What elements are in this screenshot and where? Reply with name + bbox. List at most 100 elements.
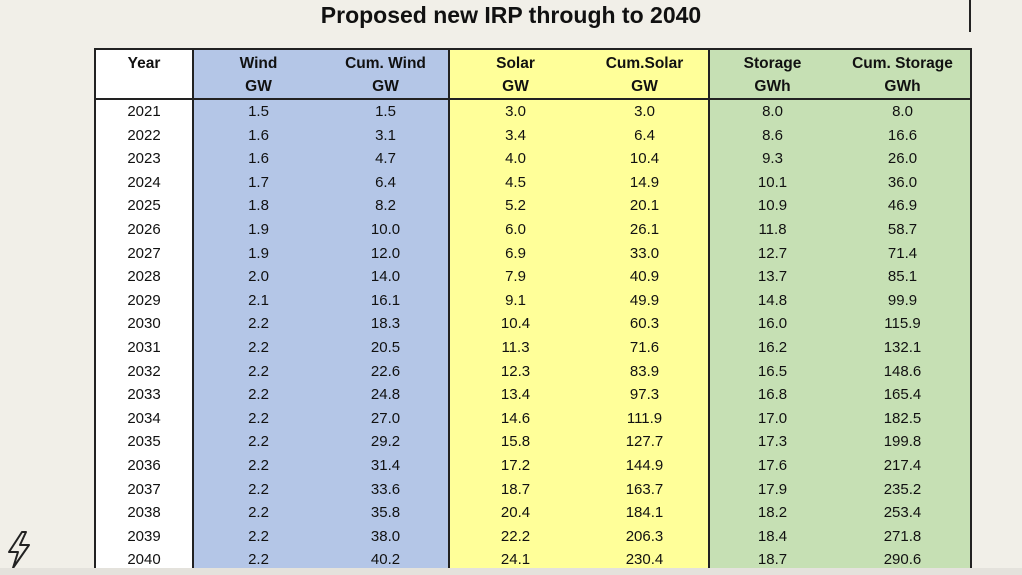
table-cell: 2.2: [192, 453, 323, 478]
column-unit: GWh: [835, 74, 970, 100]
table-cell: 2.2: [192, 524, 323, 549]
column-header: Year: [96, 50, 193, 74]
table-cell: 2024: [96, 170, 193, 195]
table-cell: 33.6: [323, 477, 449, 502]
table-cell: 17.2: [448, 453, 581, 478]
table-cell: 36.0: [835, 170, 970, 195]
table-row: 2027 1.9 12.0 6.9 33.0 12.7 71.4: [96, 241, 970, 266]
table-row: 2033 2.2 24.8 13.4 97.3 16.8 165.4: [96, 383, 970, 407]
table-cell: 10.4: [448, 312, 581, 336]
table-cell: 4.7: [323, 147, 449, 171]
column-header: Cum. Storage: [835, 50, 970, 74]
table-cell: 49.9: [581, 288, 709, 313]
bottom-strip: [0, 568, 1022, 575]
table-cell: 11.8: [708, 217, 835, 242]
table-cell: 2031: [96, 335, 193, 360]
table-cell: 16.8: [708, 383, 835, 407]
column-header: Wind: [192, 50, 323, 74]
table-row: 2038 2.2 35.8 20.4 184.1 18.2 253.4: [96, 501, 970, 525]
table-cell: 9.1: [448, 288, 581, 313]
table-row: 2023 1.6 4.7 4.0 10.4 9.3 26.0: [96, 147, 970, 171]
table-cell: 2.0: [192, 265, 323, 289]
column-unit: GW: [581, 74, 709, 100]
table-cell: 2027: [96, 241, 193, 266]
table-row: 2036 2.2 31.4 17.2 144.9 17.6 217.4: [96, 453, 970, 478]
table-row: 2031 2.2 20.5 11.3 71.6 16.2 132.1: [96, 335, 970, 360]
table-cell: 14.0: [323, 265, 449, 289]
table-cell: 2.2: [192, 359, 323, 384]
column-header: Storage: [708, 50, 835, 74]
table-cell: 17.0: [708, 406, 835, 431]
lightning-bolt-icon: [8, 531, 30, 569]
table-cell: 26.1: [581, 217, 709, 242]
table-cell: 2.2: [192, 477, 323, 502]
table-row: 2030 2.2 18.3 10.4 60.3 16.0 115.9: [96, 312, 970, 336]
table-cell: 71.4: [835, 241, 970, 266]
table-cell: 4.5: [448, 170, 581, 195]
table-cell: 26.0: [835, 147, 970, 171]
table-cell: 2.2: [192, 501, 323, 525]
table-cell: 184.1: [581, 501, 709, 525]
table-cell: 6.9: [448, 241, 581, 266]
table-row: 2035 2.2 29.2 15.8 127.7 17.3 199.8: [96, 430, 970, 454]
table-cell: 217.4: [835, 453, 970, 478]
table-cell: 5.2: [448, 194, 581, 218]
column-unit: GW: [192, 74, 323, 100]
table-cell: 2029: [96, 288, 193, 313]
table-cell: 235.2: [835, 477, 970, 502]
table-cell: 2022: [96, 123, 193, 148]
table-cell: 199.8: [835, 430, 970, 454]
table-cell: 2026: [96, 217, 193, 242]
table-cell: 2040: [96, 548, 193, 572]
table-cell: 20.1: [581, 194, 709, 218]
table-cell: 33.0: [581, 241, 709, 266]
table-cell: 3.1: [323, 123, 449, 148]
table-cell: 2.2: [192, 383, 323, 407]
table-cell: 9.3: [708, 147, 835, 171]
table-row: 2040 2.2 40.2 24.1 230.4 18.7 290.6: [96, 548, 970, 572]
corner-divider: [969, 0, 971, 32]
column-unit: GW: [323, 74, 449, 100]
table-cell: 2.2: [192, 406, 323, 431]
table-cell: 1.5: [192, 99, 323, 124]
table-cell: 29.2: [323, 430, 449, 454]
table-cell: 14.8: [708, 288, 835, 313]
table-cell: 6.0: [448, 217, 581, 242]
table-cell: 15.8: [448, 430, 581, 454]
table-cell: 16.1: [323, 288, 449, 313]
table-row: 2024 1.7 6.4 4.5 14.9 10.1 36.0: [96, 170, 970, 195]
table-cell: 2.2: [192, 430, 323, 454]
table-cell: 16.5: [708, 359, 835, 384]
table-row: 2037 2.2 33.6 18.7 163.7 17.9 235.2: [96, 477, 970, 502]
table-cell: 40.2: [323, 548, 449, 572]
table-header: Year Wind Cum. Wind Solar Cum.Solar Storage Cu…: [96, 50, 970, 100]
table-cell: 12.7: [708, 241, 835, 266]
table-cell: 253.4: [835, 501, 970, 525]
table-cell: 4.0: [448, 147, 581, 171]
table-cell: 1.5: [323, 99, 449, 124]
table-cell: 2039: [96, 524, 193, 549]
table-cell: 13.7: [708, 265, 835, 289]
table-cell: 2021: [96, 99, 193, 124]
table-cell: 3.0: [448, 99, 581, 124]
table-cell: 127.7: [581, 430, 709, 454]
table-cell: 17.3: [708, 430, 835, 454]
table-cell: 40.9: [581, 265, 709, 289]
table-cell: 2033: [96, 383, 193, 407]
page-title: Proposed new IRP through to 2040: [320, 2, 702, 28]
table-cell: 18.7: [708, 548, 835, 572]
table-cell: 24.1: [448, 548, 581, 572]
column-header: Cum.Solar: [581, 50, 709, 74]
table-cell: 165.4: [835, 383, 970, 407]
table-row: 2034 2.2 27.0 14.6 111.9 17.0 182.5: [96, 406, 970, 431]
table-cell: 271.8: [835, 524, 970, 549]
table-cell: 8.0: [835, 99, 970, 124]
table-cell: 3.0: [581, 99, 709, 124]
table-cell: 1.9: [192, 241, 323, 266]
table-cell: 13.4: [448, 383, 581, 407]
table-cell: 2028: [96, 265, 193, 289]
table-cell: 18.2: [708, 501, 835, 525]
table-cell: 2035: [96, 430, 193, 454]
table-cell: 132.1: [835, 335, 970, 360]
table-cell: 2025: [96, 194, 193, 218]
